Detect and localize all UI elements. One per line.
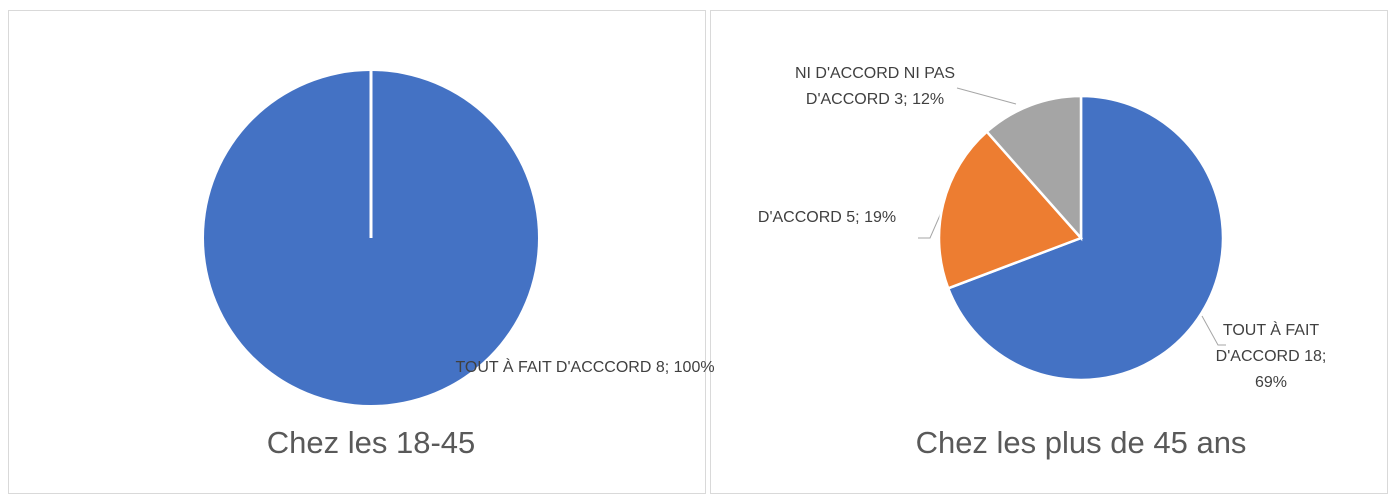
pie-slice [946,94,1225,382]
data-label: TOUT À FAIT D'ACCCORD 8; 100% [455,359,715,376]
leader-line [1201,315,1226,346]
data-label: NI D'ACCORD NI PAS D'ACCORD 3; 12% [794,65,956,108]
chart-title: Chez les plus de 45 ans [915,425,1247,460]
chart-title: Chez les 18-45 [266,425,476,460]
pie-slice [937,129,1084,290]
panel-border [710,10,1388,494]
data-label: TOUT À FAIT D'ACCORD 18; 69% [1215,322,1327,391]
panel-border [8,10,706,494]
leader-line [956,87,1017,105]
pie-slice [985,94,1083,242]
data-label: D'ACCORD 5; 19% [757,209,897,226]
